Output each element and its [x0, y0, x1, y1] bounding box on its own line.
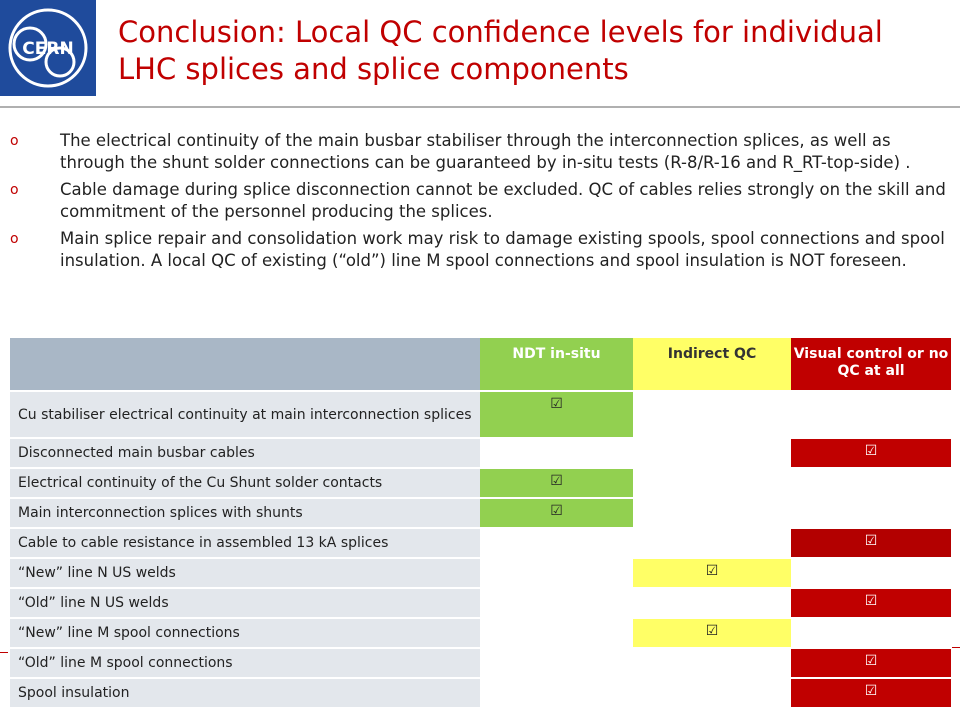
- qc-confidence-table: NDT in-situ Indirect QC Visual control o…: [10, 336, 951, 709]
- cern-logo-graphic: CERN: [0, 0, 96, 96]
- cell-ndt-in-situ: [480, 649, 633, 677]
- cell-indirect-qc: [633, 499, 791, 527]
- checkbox-checked-icon: ☑: [705, 563, 719, 579]
- cell-visual-control: [791, 469, 951, 497]
- checkbox-checked-icon: ☑: [550, 473, 563, 489]
- cell-indirect-qc: [633, 679, 791, 707]
- table-row: Cu stabiliser electrical continuity at m…: [10, 392, 951, 437]
- row-label: Cu stabiliser electrical continuity at m…: [10, 392, 480, 437]
- cell-indirect-qc: ☑: [633, 619, 791, 647]
- cell-ndt-in-situ: [480, 529, 633, 557]
- bullet-marker: o: [10, 182, 19, 198]
- cell-ndt-in-situ: [480, 619, 633, 647]
- cell-visual-control: [791, 619, 951, 647]
- side-accent-left: [0, 652, 8, 653]
- row-label: “Old” line M spool connections: [10, 649, 480, 677]
- cell-visual-control: ☑: [791, 439, 951, 467]
- cell-ndt-in-situ: [480, 589, 633, 617]
- row-label: Main interconnection splices with shunts: [10, 499, 480, 527]
- bullet-marker: o: [10, 133, 19, 149]
- cell-visual-control: ☑: [791, 649, 951, 677]
- bullet-marker: o: [10, 231, 19, 247]
- table-row: Electrical continuity of the Cu Shunt so…: [10, 469, 951, 497]
- slide-title: Conclusion: Local QC confidence levels f…: [118, 15, 883, 86]
- cell-ndt-in-situ: [480, 439, 633, 467]
- cern-logo: CERN: [0, 0, 96, 96]
- checkbox-checked-icon: ☑: [864, 653, 878, 669]
- cell-indirect-qc: [633, 589, 791, 617]
- cell-ndt-in-situ: [480, 559, 633, 587]
- title-divider: [0, 106, 960, 108]
- row-label: “Old” line N US welds: [10, 589, 480, 617]
- bullet-text: Cable damage during splice disconnection…: [60, 180, 946, 221]
- table-row: “New” line M spool connections ☑: [10, 619, 951, 647]
- checkbox-checked-icon: ☑: [864, 593, 878, 609]
- row-label: Electrical continuity of the Cu Shunt so…: [10, 469, 480, 497]
- svg-text:CERN: CERN: [22, 39, 73, 59]
- table-row: “New” line N US welds ☑: [10, 559, 951, 587]
- cell-indirect-qc: [633, 469, 791, 497]
- cell-ndt-in-situ: ☑: [480, 469, 633, 497]
- cell-visual-control: [791, 392, 951, 437]
- checkbox-checked-icon: ☑: [864, 533, 878, 549]
- checkbox-checked-icon: ☑: [864, 683, 878, 699]
- table-body: Cu stabiliser electrical continuity at m…: [10, 392, 951, 707]
- table-row: “Old” line N US welds ☑: [10, 589, 951, 617]
- cell-ndt-in-situ: ☑: [480, 499, 633, 527]
- header-indirect-qc: Indirect QC: [633, 338, 791, 390]
- cell-indirect-qc: ☑: [633, 559, 791, 587]
- table-row: Cable to cable resistance in assembled 1…: [10, 529, 951, 557]
- bullet-item: o The electrical continuity of the main …: [10, 130, 950, 173]
- header-blank: [10, 338, 480, 390]
- side-accent-right: [952, 647, 960, 648]
- cell-indirect-qc: [633, 439, 791, 467]
- checkbox-checked-icon: ☑: [550, 503, 563, 519]
- row-label: Spool insulation: [10, 679, 480, 707]
- cell-visual-control: [791, 499, 951, 527]
- bullet-item: o Cable damage during splice disconnecti…: [10, 179, 950, 222]
- cell-visual-control: [791, 559, 951, 587]
- bullet-list: o The electrical continuity of the main …: [10, 130, 950, 277]
- cell-ndt-in-situ: [480, 679, 633, 707]
- table-row: Spool insulation ☑: [10, 679, 951, 707]
- row-label: Disconnected main busbar cables: [10, 439, 480, 467]
- row-label: “New” line N US welds: [10, 559, 480, 587]
- checkbox-checked-icon: ☑: [864, 443, 878, 459]
- bullet-text: The electrical continuity of the main bu…: [60, 131, 911, 172]
- cell-indirect-qc: [633, 392, 791, 437]
- cell-visual-control: ☑: [791, 529, 951, 557]
- checkbox-checked-icon: ☑: [550, 396, 563, 412]
- cell-indirect-qc: [633, 529, 791, 557]
- cell-indirect-qc: [633, 649, 791, 677]
- header-visual-control: Visual control or no QC at all: [791, 338, 951, 390]
- table-row: Main interconnection splices with shunts…: [10, 499, 951, 527]
- table-header-row: NDT in-situ Indirect QC Visual control o…: [10, 338, 951, 390]
- row-label: “New” line M spool connections: [10, 619, 480, 647]
- cell-visual-control: ☑: [791, 679, 951, 707]
- row-label: Cable to cable resistance in assembled 1…: [10, 529, 480, 557]
- table-row: “Old” line M spool connections ☑: [10, 649, 951, 677]
- cell-ndt-in-situ: ☑: [480, 392, 633, 437]
- table-row: Disconnected main busbar cables ☑: [10, 439, 951, 467]
- header-ndt-in-situ: NDT in-situ: [480, 338, 633, 390]
- cell-visual-control: ☑: [791, 589, 951, 617]
- bullet-item: o Main splice repair and consolidation w…: [10, 228, 950, 271]
- checkbox-checked-icon: ☑: [705, 623, 719, 639]
- bullet-text: Main splice repair and consolidation wor…: [60, 229, 945, 270]
